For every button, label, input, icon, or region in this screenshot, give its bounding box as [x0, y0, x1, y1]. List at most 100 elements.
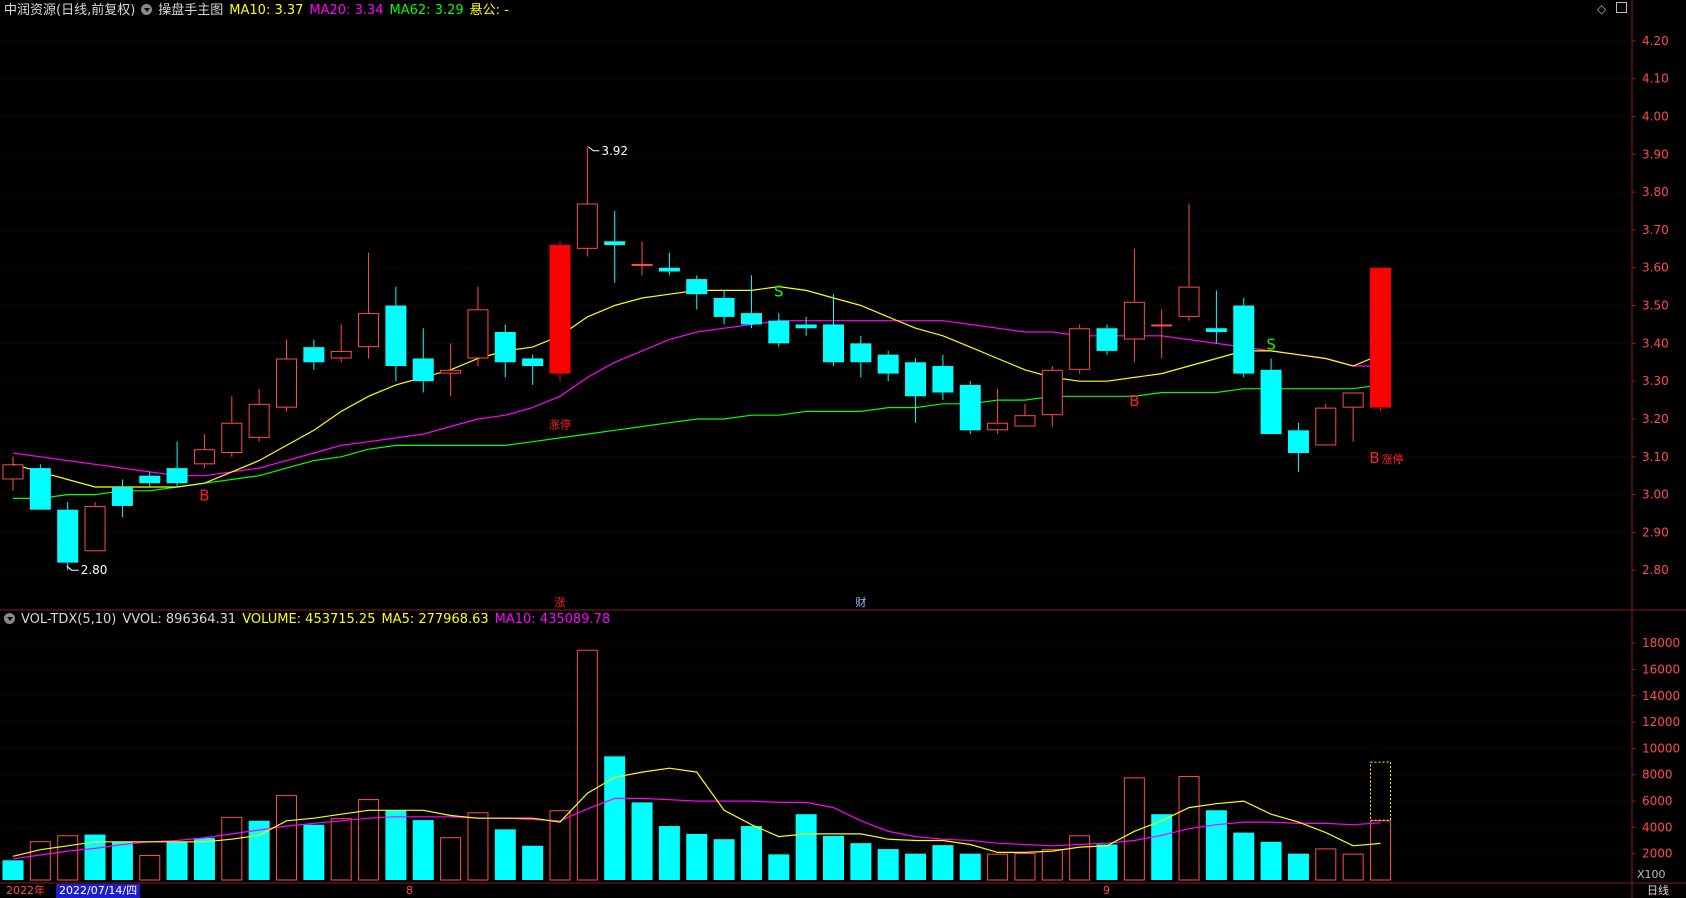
sell-signal: S [1266, 335, 1276, 353]
volume-tick-label: 6000 [1642, 794, 1673, 808]
vol-ma5-label: MA5: 277968.63 [381, 612, 489, 627]
candle-body [111, 487, 133, 506]
volume-bar [1260, 841, 1282, 880]
candle [576, 146, 598, 257]
candle-body [522, 358, 544, 367]
price-tick-label: 4.00 [1642, 110, 1669, 124]
cursor-date-label: 2022/07/14/四 [56, 884, 141, 898]
price-tick-label: 3.30 [1642, 374, 1669, 388]
volume-bar [1233, 832, 1255, 880]
period-label[interactable]: 日线 [1647, 884, 1669, 897]
signal-annotations: 3.922.80BBBSS涨停涨停涨财 [66, 144, 1404, 609]
candle-body [1370, 267, 1391, 408]
buy-signal: B [199, 487, 209, 505]
price-tick-label: 3.20 [1642, 412, 1669, 426]
candle-body [686, 279, 708, 295]
candle [330, 324, 352, 363]
volume-bar [1123, 777, 1145, 881]
candle-body [467, 309, 489, 359]
volume-bar [57, 835, 79, 881]
multiplier-label: X100 [1637, 868, 1666, 881]
candle [740, 275, 762, 329]
candle-body [221, 422, 243, 453]
candle [412, 328, 434, 393]
volume-bar [576, 649, 598, 881]
ma20-label: MA20: 3.34 [309, 3, 384, 18]
volume-bar [1096, 844, 1118, 880]
candle-body [1342, 392, 1364, 408]
candle-body [877, 354, 899, 374]
price-tick-label: 3.00 [1642, 488, 1669, 502]
price-tick-label: 3.80 [1642, 185, 1669, 199]
candle [713, 290, 735, 325]
year-label: 2022年 [6, 884, 45, 897]
volume-bar [166, 841, 188, 880]
candle-body [658, 267, 680, 272]
candle [440, 343, 462, 397]
candle [932, 354, 954, 401]
candle-body [576, 203, 598, 249]
vol-indicator-name[interactable]: VOL-TDX(5,10) [21, 612, 117, 627]
candle-body [1287, 430, 1309, 453]
candle [303, 339, 325, 370]
volume-bar [440, 837, 462, 881]
candle [1370, 267, 1391, 412]
candle-body [1205, 328, 1227, 333]
volume-bar [905, 853, 927, 880]
volume-bar [1342, 853, 1364, 881]
candle-body [1069, 328, 1091, 370]
candle [1205, 290, 1227, 344]
volume-tick-label: 12000 [1642, 715, 1680, 729]
limit-up-label: 涨停 [1382, 452, 1404, 466]
price-tick-label: 3.10 [1642, 450, 1669, 464]
candle-body [1123, 301, 1145, 340]
candle-body [905, 362, 927, 397]
candle [84, 502, 106, 552]
pending-volume-bar [1370, 761, 1391, 821]
candlesticks[interactable] [2, 146, 1391, 571]
candle-body [358, 313, 380, 348]
candle [467, 286, 489, 367]
volume-bars[interactable] [2, 649, 1391, 881]
candle [111, 479, 133, 518]
candle-body [1151, 324, 1173, 327]
volume-header: VOL-TDX(5,10) VVOL: 896364.31 VOLUME: 4537… [4, 612, 616, 628]
candle [823, 294, 844, 367]
stock-title[interactable]: 中润资源(日线,前复权) [4, 3, 136, 18]
candle [1260, 358, 1282, 435]
candle-body [631, 263, 653, 266]
sell-signal: S [774, 282, 784, 300]
volume-label: VOLUME: 453715.25 [242, 612, 376, 627]
candle [1123, 248, 1145, 363]
candle-body [987, 422, 1009, 431]
candle [494, 324, 516, 378]
candle [1315, 403, 1337, 446]
candle-body [166, 468, 188, 484]
price-tick-label: 3.70 [1642, 223, 1669, 237]
candle [1178, 203, 1200, 321]
volume-bar [1287, 853, 1309, 880]
moving-averages [12, 285, 1381, 499]
indicator-name[interactable]: 操盘手主图 [158, 3, 224, 18]
high-marker [588, 146, 600, 152]
indicator-dropdown-icon[interactable] [141, 4, 153, 15]
candle [385, 286, 407, 382]
candle-body [1260, 369, 1282, 435]
price-axis: 2.80 2.90 3.00 3.10 3.20 3.30 3.40 3.50 3.60 3.70… [1632, 34, 1669, 577]
candle-body [1096, 328, 1118, 351]
candle [877, 350, 899, 382]
candle-body [768, 320, 790, 344]
volume-bar [221, 816, 243, 881]
ma10-label: MA10: 3.37 [229, 3, 304, 18]
maximize-icon[interactable] [1616, 2, 1628, 13]
candle [276, 339, 297, 412]
candle-body [303, 347, 325, 363]
candle-body [1315, 407, 1337, 446]
price-tick-label: 4.20 [1642, 34, 1669, 48]
candle-body [959, 384, 981, 431]
high-price-label: 3.92 [601, 144, 628, 158]
diamond-icon[interactable]: ◇ [1597, 2, 1607, 16]
volume-dropdown-icon[interactable] [4, 613, 15, 624]
volume-bar [658, 826, 680, 880]
